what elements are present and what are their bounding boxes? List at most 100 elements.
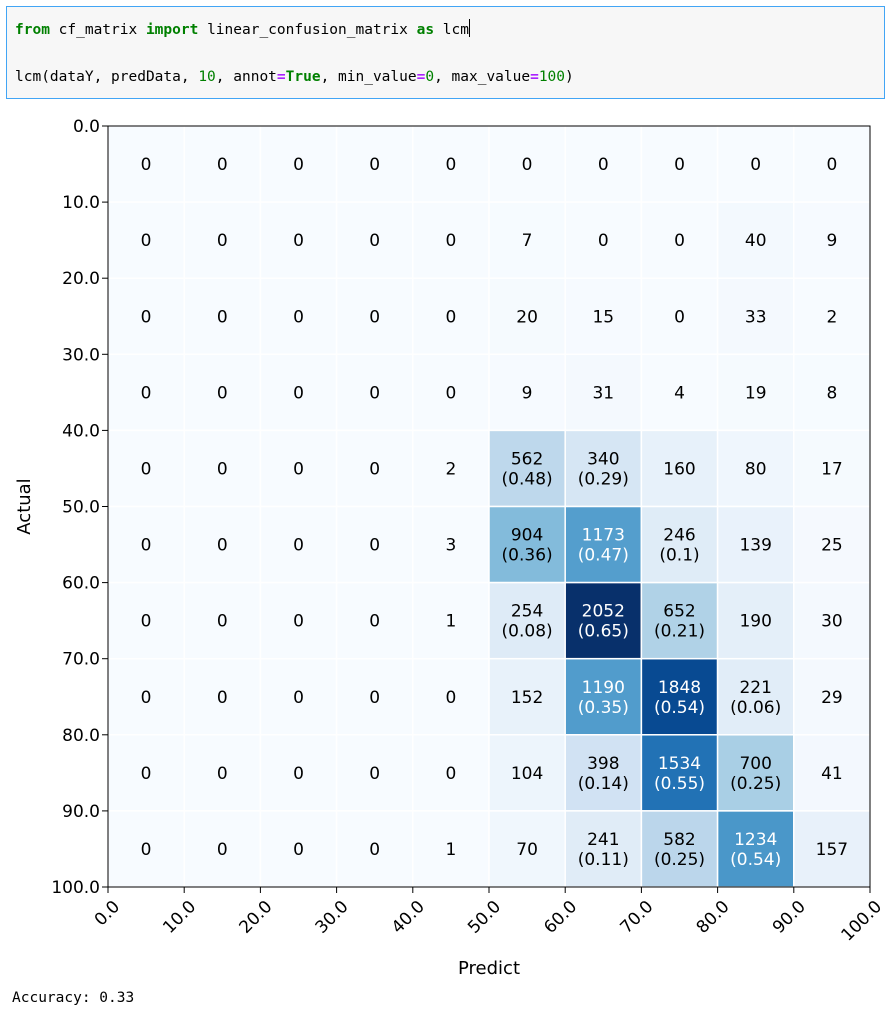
heatmap-cell	[793, 125, 871, 203]
cell-count-label: 241	[587, 830, 619, 850]
cell-ratio-label: (0.1)	[659, 546, 699, 566]
cell-count-label: 1848	[658, 678, 701, 698]
x-tick-label: 0.0	[91, 897, 124, 930]
module-name: cf_matrix	[49, 22, 146, 38]
cell-count-label: 0	[217, 231, 228, 251]
code-cell-input[interactable]: from cf_matrix import linear_confusion_m…	[6, 6, 885, 99]
heatmap-cell	[259, 505, 338, 584]
y-tick-label: 20.0	[62, 269, 100, 289]
cell-count-label: 0	[141, 688, 152, 708]
heatmap-cell	[412, 810, 490, 888]
heatmap-cell	[640, 201, 719, 279]
cell-count-label: 0	[141, 307, 152, 327]
cell-ratio-label: (0.29)	[578, 469, 629, 489]
cell-count-label: 31	[592, 383, 614, 403]
cell-ratio-label: (0.25)	[654, 850, 705, 870]
cell-count-label: 0	[141, 612, 152, 632]
call-close: )	[565, 69, 574, 85]
cell-count-label: 80	[745, 459, 767, 479]
cell-count-label: 0	[141, 383, 152, 403]
code-line-call[interactable]: lcm(dataY, predData, 10, annot=True, min…	[15, 67, 574, 87]
heatmap-cell	[716, 581, 795, 660]
cell-count-label: 160	[663, 459, 695, 479]
cell-count-label: 0	[217, 612, 228, 632]
operator-eq: =	[276, 69, 286, 85]
cell-count-label: 1190	[582, 678, 625, 698]
cell-count-label: 1	[445, 612, 456, 632]
heatmap-cell	[259, 810, 338, 888]
cell-count-label: 30	[821, 612, 843, 632]
cell-count-label: 70	[516, 840, 538, 860]
heatmap-cell	[640, 810, 719, 888]
heatmap-cell	[488, 657, 566, 736]
heatmap-cell	[412, 657, 490, 736]
cell-count-label: 25	[821, 536, 843, 556]
keyword-import: import	[145, 22, 199, 38]
cell-count-label: 29	[821, 688, 843, 708]
cell-count-label: 190	[739, 612, 771, 632]
keyword-as: as	[416, 22, 435, 38]
heatmap-cell	[564, 201, 643, 279]
cell-count-label: 0	[369, 840, 380, 860]
cell-count-label: 0	[141, 459, 152, 479]
cell-count-label: 0	[598, 155, 609, 175]
cell-count-label: 17	[821, 459, 843, 479]
cell-count-label: 221	[739, 678, 771, 698]
cell-ratio-label: (0.35)	[578, 698, 629, 718]
heatmap-cell	[716, 201, 795, 279]
call-open: lcm(dataY, predData,	[15, 69, 199, 85]
cell-count-label: 0	[217, 688, 228, 708]
cell-count-label: 0	[293, 764, 304, 784]
heatmap-cell	[183, 505, 262, 584]
x-tick-label: 40.0	[388, 897, 429, 938]
cell-count-label: 0	[217, 764, 228, 784]
cell-count-label: 0	[445, 688, 456, 708]
cell-count-label: 152	[511, 688, 543, 708]
cell-ratio-label: (0.21)	[654, 622, 705, 642]
heatmap-cell	[793, 810, 871, 888]
cell-count-label: 0	[445, 764, 456, 784]
cell-count-label: 1534	[658, 754, 701, 774]
arg-annot: True	[285, 69, 321, 85]
heatmap-cell	[259, 277, 338, 356]
cell-count-label: 0	[217, 383, 228, 403]
cell-count-label: 2	[826, 307, 837, 327]
confusion-matrix-heatmap: 0 0 0 0 0 0 0 0 0 00 0 0 0 0 7 0 0 40 90 0 0 0 0 20 15 0 33 20 0 0 0 0 9…	[14, 117, 886, 979]
cell-count-label: 0	[369, 459, 380, 479]
heatmap-cell	[793, 277, 871, 356]
heatmap-cell	[640, 429, 719, 508]
operator-eq: =	[530, 69, 539, 85]
cell-count-label: 0	[217, 155, 228, 175]
cell-count-label: 0	[141, 764, 152, 784]
x-tick-label: 30.0	[312, 897, 353, 938]
y-tick-label: 40.0	[62, 421, 100, 441]
cell-count-label: 1	[445, 840, 456, 860]
x-tick-label: 60.0	[540, 897, 581, 938]
heatmap-cell	[793, 657, 871, 736]
cell-count-label: 0	[293, 307, 304, 327]
heatmap-cell	[716, 734, 795, 812]
cell-count-label: 139	[739, 536, 771, 556]
cell-count-label: 246	[663, 526, 695, 546]
cell-ratio-label: (0.48)	[502, 469, 553, 489]
heatmap-cell	[107, 277, 185, 356]
x-tick-label: 70.0	[617, 897, 658, 938]
arg-bins: 10	[198, 69, 216, 85]
cell-count-label: 40	[745, 231, 767, 251]
cell-count-label: 0	[217, 536, 228, 556]
cell-count-label: 0	[217, 307, 228, 327]
text-cursor	[468, 19, 470, 37]
cell-count-label: 0	[293, 155, 304, 175]
cell-count-label: 0	[369, 231, 380, 251]
cell-count-label: 0	[293, 383, 304, 403]
heatmap-cell	[640, 581, 719, 660]
cell-count-label: 0	[445, 383, 456, 403]
code-line-import[interactable]: from cf_matrix import linear_confusion_m…	[15, 19, 470, 39]
cell-count-label: 0	[293, 536, 304, 556]
x-tick-label: 90.0	[769, 897, 810, 938]
imported-name: linear_confusion_matrix	[198, 22, 417, 38]
x-tick-label: 20.0	[236, 897, 277, 938]
cell-count-label: 254	[511, 602, 543, 622]
y-tick-label: 30.0	[62, 345, 100, 365]
heatmap-cell	[412, 505, 490, 584]
